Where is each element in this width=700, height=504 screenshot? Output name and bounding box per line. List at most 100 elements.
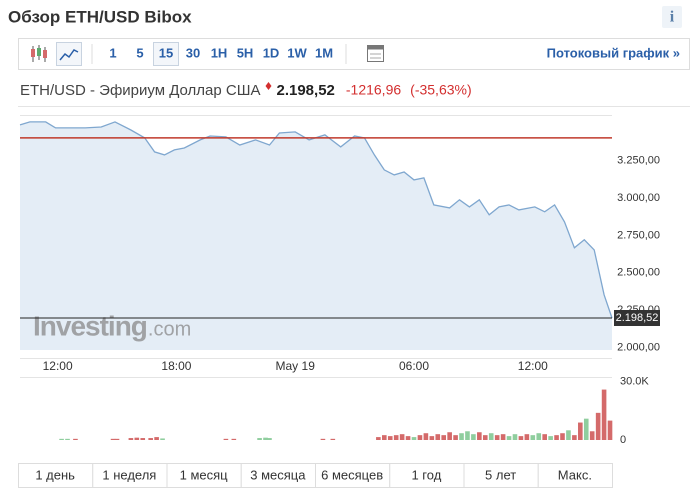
volume-bar [482, 435, 488, 440]
x-tick-label: 18:00 [161, 359, 191, 373]
volume-bar [65, 438, 70, 440]
interval-button[interactable]: 1H [211, 45, 228, 60]
x-tick-label: 12:00 [43, 359, 73, 373]
volume-bar [506, 436, 512, 440]
volume-bar [595, 412, 601, 440]
y-tick-label: 2.500,00 [617, 267, 660, 279]
range-tab[interactable] [92, 463, 168, 488]
volume-bar [601, 389, 607, 440]
volume-bar [607, 420, 613, 440]
volume-bar [411, 437, 417, 440]
volume-bar [154, 437, 159, 440]
range-tab[interactable] [166, 463, 242, 488]
volume-bar [376, 437, 381, 440]
volume-bar [589, 431, 595, 440]
volume-bar [471, 434, 476, 440]
last-price-label: 2.198,52 [616, 312, 659, 324]
range-tab[interactable] [537, 463, 613, 488]
volume-bar [572, 435, 577, 440]
price: 2.198,52 [276, 82, 334, 99]
candle-icon[interactable] [31, 45, 47, 62]
range-tab[interactable] [389, 463, 465, 488]
down-marker [265, 82, 272, 90]
range-tab-label[interactable]: 1 день [35, 467, 75, 482]
interval-selected[interactable] [153, 42, 179, 66]
volume-bar [110, 438, 116, 440]
volume-bar [330, 438, 336, 440]
range-tab-label[interactable]: 6 месяцев [321, 467, 383, 482]
range-tab-label[interactable]: 1 месяц [180, 467, 229, 482]
info-icon[interactable]: i [670, 9, 675, 26]
interval-button[interactable]: 5H [237, 45, 254, 60]
interval-button[interactable]: 1 [109, 45, 116, 60]
range-tab-label[interactable]: Макс. [558, 467, 592, 482]
volume-bar [417, 435, 423, 440]
price-line [19, 121, 613, 319]
instrument-name: ETH/USD - Эфириум Доллар США [20, 82, 260, 99]
volume-bar [441, 435, 447, 440]
volume-bar [320, 438, 326, 440]
interval-button[interactable]: 1W [287, 45, 307, 60]
volume-bar [223, 438, 229, 440]
volume-bar [542, 434, 547, 440]
volume-bar [583, 418, 589, 440]
x-tick-label: 12:00 [518, 359, 548, 373]
stream-link[interactable]: Потоковый график » [547, 45, 680, 60]
volume-bar [512, 434, 518, 440]
range-tab-label[interactable]: 1 год [411, 467, 441, 482]
volume-bar [453, 435, 458, 440]
volume-bar [114, 438, 120, 440]
last-price-box [614, 309, 660, 326]
range-tab-label[interactable]: 5 лет [485, 467, 516, 482]
volume-bar [465, 431, 470, 440]
volume-bar [134, 437, 140, 440]
line-icon [59, 49, 79, 61]
volume-bar [530, 435, 536, 440]
volume-bar [160, 438, 165, 440]
watermark: .com [148, 318, 191, 340]
calendar-icon[interactable] [367, 45, 384, 62]
volume-bar [554, 435, 559, 440]
change-percent: (-35,63%) [410, 82, 471, 98]
watermark: Investing [33, 310, 147, 341]
interval-button[interactable]: 1M [315, 45, 333, 60]
range-tab[interactable] [18, 463, 94, 488]
info-button[interactable] [662, 6, 682, 28]
interval-button[interactable]: 5 [136, 45, 143, 60]
volume-bar [128, 438, 134, 440]
volume-bar [524, 434, 530, 440]
volume-bar [399, 434, 405, 440]
volume-bar [477, 432, 482, 440]
volume-bar [435, 434, 441, 440]
interval-button[interactable]: 15 [159, 45, 173, 60]
price-area [20, 121, 612, 351]
y-tick-label: 3.250,00 [617, 154, 660, 166]
range-tabs: 1 день 1 неделя 1 месяц 3 месяца 6 месяцев 1 … [18, 463, 613, 488]
volume-bar [231, 438, 237, 440]
line-icon-button[interactable] [56, 42, 82, 66]
volume-bar [267, 438, 272, 440]
volume-bar [59, 438, 64, 440]
volume-bar [566, 430, 571, 440]
y-tick-label: 3.000,00 [617, 192, 660, 204]
volume-tick-label: 0 [620, 434, 626, 446]
volume-bar [447, 432, 452, 440]
volume-bar [405, 436, 411, 440]
volume-bar [73, 438, 78, 440]
volume-tick-label: 30.0K [620, 376, 649, 388]
range-tab-label[interactable]: 3 месяца [250, 467, 306, 482]
volume-bar [488, 433, 494, 440]
interval-button[interactable]: 30 [186, 45, 200, 60]
volume-bar [536, 433, 542, 440]
volume-bar [578, 422, 583, 440]
volume-bar [459, 433, 464, 440]
y-tick-label: 2.750,00 [617, 229, 660, 241]
range-tab-label[interactable]: 1 неделя [102, 467, 156, 482]
interval-button[interactable]: 1D [263, 45, 280, 60]
volume-bar [263, 437, 268, 440]
volume-bar [387, 436, 393, 440]
volume-bar [140, 438, 146, 440]
volume-bar [148, 438, 153, 440]
